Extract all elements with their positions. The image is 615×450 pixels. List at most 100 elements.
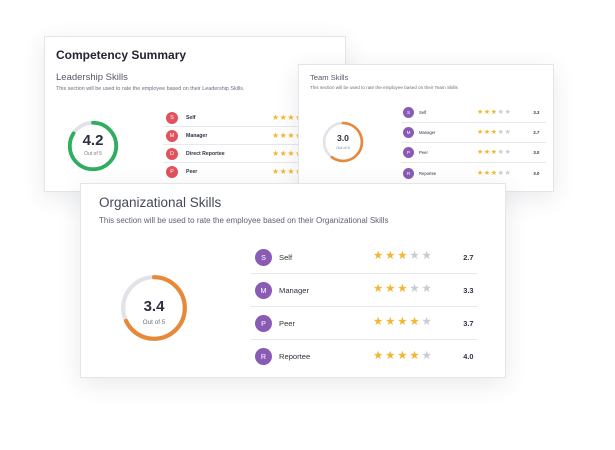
rating-row: S Self ★ ★ ★ ★ ★ 3.3 — [401, 103, 546, 123]
avatar: S — [403, 107, 414, 118]
star-icon: ★ — [490, 169, 498, 177]
rater-name: Manager — [186, 132, 208, 139]
rater-name: Peer — [186, 169, 198, 175]
star-icon: ★ — [397, 316, 408, 329]
score-value: 3.4 — [143, 298, 165, 315]
rater-name: Peer — [419, 150, 428, 155]
star-icon: ★ — [477, 129, 484, 136]
star-rating: ★★★★★ — [477, 129, 511, 136]
star-icon: ★ — [497, 129, 504, 136]
star-icon: ★ — [279, 130, 287, 140]
rating-row: M Manager ★ ★ ★ ★ ★ 2.7 — [401, 123, 546, 143]
star-icon: ★ — [421, 250, 432, 263]
star-icon: ★ — [279, 167, 287, 176]
star-icon: ★ — [497, 149, 504, 156]
star-icon: ★ — [373, 250, 384, 263]
star-icon: ★ — [409, 349, 420, 362]
star-icon: ★ — [490, 149, 498, 156]
rater-name: Self — [279, 252, 293, 262]
star-icon: ★ — [397, 283, 408, 296]
avatar: M — [255, 281, 272, 299]
score-gauge — [322, 121, 364, 163]
rating-row: P Peer ★ ★ ★ ★ ★ 3.0 — [401, 143, 546, 163]
team-skills-card: Team Skills This section will be used to… — [298, 64, 554, 192]
rating-row: P Peer ★ ★ ★ ★ ★ 3.7 — [251, 307, 477, 340]
rating-value: 3.0 — [533, 170, 540, 176]
avatar: M — [403, 127, 414, 138]
section-description: This section will be used to rate the em… — [99, 216, 389, 225]
section-title: Leadership Skills — [56, 72, 128, 83]
avatar: R — [255, 348, 272, 365]
avatar: S — [166, 111, 178, 124]
star-icon: ★ — [490, 109, 498, 116]
rating-value: 3.3 — [463, 285, 474, 295]
star-icon: ★ — [373, 316, 384, 329]
star-icon: ★ — [279, 112, 287, 122]
star-icon: ★ — [385, 349, 396, 362]
avatar: P — [166, 166, 178, 178]
organizational-skills-card: Organizational Skills This section will … — [80, 183, 506, 378]
rating-value: 3.3 — [533, 110, 540, 115]
star-icon: ★ — [483, 169, 491, 177]
star-icon: ★ — [504, 109, 511, 116]
rating-value: 2.7 — [463, 252, 474, 262]
rating-row: R Reportee ★ ★ ★ ★ ★ 3.0 — [401, 163, 546, 183]
star-rating: ★★★★★ — [477, 149, 511, 156]
star-icon: ★ — [397, 349, 408, 362]
star-rating: ★★★★★ — [477, 109, 511, 116]
leadership-skills-card: Competency Summary Leadership Skills Thi… — [44, 36, 346, 192]
rater-name: Self — [186, 114, 196, 121]
star-icon: ★ — [385, 283, 396, 296]
star-icon: ★ — [373, 283, 384, 296]
score-gauge — [67, 120, 119, 172]
score-out-of: Out of 5 — [84, 151, 102, 157]
star-rating: ★★★★★ — [373, 251, 434, 263]
score-value: 3.0 — [337, 133, 349, 143]
star-icon: ★ — [287, 130, 295, 140]
avatar: M — [166, 129, 178, 142]
rater-name: Self — [419, 110, 427, 115]
star-rating: ★★★★★ — [477, 170, 511, 177]
star-icon: ★ — [272, 167, 280, 176]
section-description: This section will be used to rate the em… — [56, 86, 245, 92]
star-icon: ★ — [483, 149, 491, 156]
score-out-of: Out of 5 — [336, 146, 350, 150]
star-icon: ★ — [497, 169, 504, 177]
rating-value: 3.0 — [533, 150, 540, 155]
star-rating: ★★★★★ — [373, 284, 434, 296]
rater-name: Direct Reportee — [186, 150, 225, 157]
star-icon: ★ — [409, 316, 420, 329]
star-icon: ★ — [397, 250, 408, 263]
star-icon: ★ — [504, 149, 511, 156]
star-icon: ★ — [409, 250, 420, 263]
avatar: S — [255, 248, 272, 266]
rater-name: Manager — [419, 130, 436, 135]
avatar: P — [403, 147, 414, 158]
star-icon: ★ — [490, 129, 498, 136]
rating-value: 4.0 — [463, 352, 474, 361]
star-icon: ★ — [497, 109, 504, 116]
section-description: This section will be used to rate the em… — [310, 85, 458, 90]
rating-list: S Self ★ ★ ★ ★ ★ 3.3 M Manager ★ ★ ★ ★ ★ 2.7 P Peer ★ ★ ★ ★ ★ 3… — [401, 103, 546, 183]
rater-name: Peer — [279, 318, 296, 328]
section-title: Team Skills — [310, 73, 349, 82]
star-icon: ★ — [483, 129, 491, 136]
star-rating: ★★★★★ — [373, 317, 434, 329]
star-icon: ★ — [504, 129, 511, 136]
rating-value: 2.7 — [533, 130, 540, 135]
section-title: Organizational Skills — [99, 195, 222, 210]
star-icon: ★ — [385, 250, 396, 263]
rating-value: 3.7 — [463, 318, 474, 328]
rating-row: M Manager ★ ★ ★ ★ ★ 3.3 — [251, 274, 477, 307]
star-icon: ★ — [409, 283, 420, 296]
star-icon: ★ — [504, 169, 511, 177]
rating-row: S Self ★ ★ ★ ★ ★ 2.7 — [251, 241, 477, 274]
score-value: 4.2 — [82, 132, 104, 149]
star-icon: ★ — [477, 169, 484, 177]
score-gauge — [121, 275, 187, 341]
star-icon: ★ — [421, 316, 432, 329]
star-rating: ★★★★★ — [373, 349, 434, 363]
card-title: Competency Summary — [56, 48, 187, 62]
rater-name: Reportee — [419, 170, 437, 176]
star-icon: ★ — [279, 148, 287, 158]
